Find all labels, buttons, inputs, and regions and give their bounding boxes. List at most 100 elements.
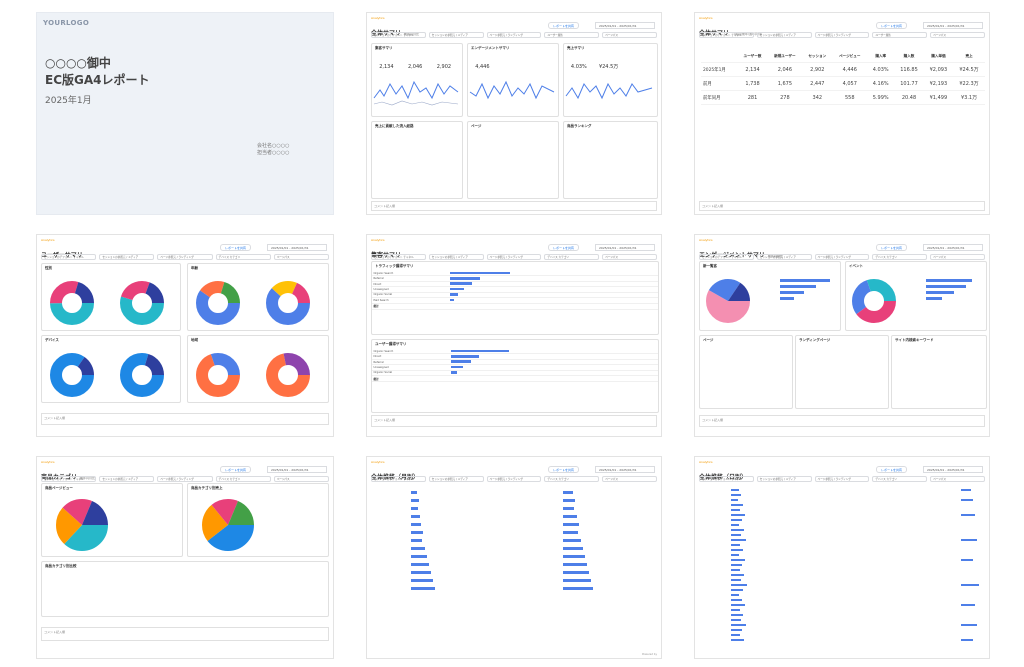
channel-name: Direct — [372, 281, 449, 288]
date-range-picker[interactable]: 2025/01/01 - 2025/01/31 — [267, 466, 327, 473]
region-donut-charts — [196, 353, 310, 397]
share-button[interactable]: レポートを共有 — [547, 22, 579, 29]
page-header: Analytics エンゲージメントサマリ 前年同月比 レポートを共有 2025/… — [699, 238, 985, 259]
filter-control[interactable]: セッションのデフォルト チャネル — [699, 476, 754, 482]
filter-control[interactable]: セッションのデフォルト チャネル — [699, 254, 754, 260]
share-button[interactable]: レポートを共有 — [547, 466, 579, 473]
filter-bar: セッションのデフォルト チャネル セッションの参照元 / メディア ページ参照元 /… — [699, 254, 985, 260]
cell: 2,902 — [802, 62, 833, 77]
bar-cell — [449, 349, 658, 355]
filter-control[interactable]: ページ参照元 / ランディング — [814, 32, 870, 38]
kpi-value: 4,446 — [475, 64, 490, 70]
filter-control[interactable]: ユーザー属性 — [872, 32, 928, 38]
filter-control[interactable]: ページ参照元 / ランディング — [157, 476, 213, 482]
filter-control[interactable]: セッションの参照元 / メディア — [99, 476, 155, 482]
filter-control[interactable]: ページパス — [273, 254, 330, 260]
filter-control[interactable]: セッションの参照元 / メディア — [428, 476, 484, 482]
comment-box[interactable]: コメント記入欄 — [41, 627, 329, 641]
filter-bar: セッションのデフォルト チャネル セッションの参照元 / メディア ページ参照元 /… — [371, 32, 657, 38]
filter-control[interactable]: デバイス カテゴリ — [215, 254, 271, 260]
total-label: 総計 — [372, 375, 450, 383]
comment-box[interactable]: コメント記入欄 — [371, 415, 657, 427]
kpi-row: 4.03% ¥24.5万 — [564, 53, 657, 72]
filter-control[interactable]: ページパス — [930, 254, 985, 260]
table-row: Paid Search — [372, 297, 658, 304]
filter-control[interactable]: セッションのデフォルト チャネル — [371, 32, 426, 38]
filter-control[interactable]: セッションの参照元 / メディア — [756, 254, 812, 260]
page-title: 商品カテゴリ — [41, 474, 78, 481]
filter-control[interactable]: ページパス — [930, 476, 985, 482]
share-button[interactable]: レポートを共有 — [219, 466, 251, 473]
filter-control[interactable]: ページ参照元 / ランディング — [814, 476, 870, 482]
value-bar — [449, 277, 480, 280]
comment-box[interactable]: コメント記入欄 — [371, 201, 657, 211]
filter-control[interactable]: ページパス — [602, 476, 657, 482]
table-total-row: 総計 — [372, 303, 658, 310]
channel-name: Unassigned — [372, 364, 450, 371]
filter-control[interactable]: セッションの参照元 / メディア — [756, 476, 812, 482]
date-range-picker[interactable]: 2025/01/01 - 2025/01/31 — [923, 466, 983, 473]
share-button[interactable]: レポートを共有 — [547, 244, 579, 251]
filter-control[interactable]: セッションの参照元 / メディア — [99, 254, 155, 260]
column-header: セッション — [802, 51, 833, 63]
filter-control[interactable]: ページ参照元 / ランディング — [814, 254, 870, 260]
value-bar — [451, 371, 458, 374]
comment-box[interactable]: コメント記入欄 — [699, 201, 985, 211]
card-title: ユーザー獲得サマリ — [375, 342, 407, 346]
filter-control[interactable]: デバイス カテゴリ — [544, 254, 600, 260]
column-header: ユーザー数 — [737, 51, 768, 63]
trend-line-chart — [469, 80, 555, 100]
comment-box[interactable]: コメント記入欄 — [699, 415, 985, 427]
column-header: 購入単価 — [923, 51, 954, 63]
filter-control[interactable]: セッションのデフォルト チャネル — [41, 476, 97, 482]
filter-control[interactable]: ページ参照元 / ランディング — [157, 254, 213, 260]
kpi-row: 2,134 2,046 2,902 — [372, 53, 462, 72]
share-button[interactable]: レポートを共有 — [875, 244, 907, 251]
column-header: 購入率 — [867, 51, 895, 63]
filter-control[interactable]: デバイス カテゴリ — [215, 476, 271, 482]
filter-control[interactable]: デバイス カテゴリ — [872, 476, 928, 482]
filter-control[interactable]: セッションのデフォルト チャネル — [699, 32, 754, 38]
region-card: 地域 — [187, 335, 329, 403]
traffic-table: Organic Search Referral Direct Unassigne… — [372, 271, 658, 310]
filter-control[interactable]: ページ参照元 / ランディング — [486, 476, 542, 482]
company-name: 会社名○○○○ — [257, 143, 290, 149]
daily-trend-table — [731, 489, 979, 641]
date-range-picker[interactable]: 2025/01/01 - 2025/01/31 — [595, 22, 655, 29]
share-button[interactable]: レポートを共有 — [219, 244, 251, 251]
page-title: 全体推移（日別） — [699, 474, 748, 481]
filter-control[interactable]: ページパス — [602, 32, 657, 38]
filter-control[interactable]: ページ参照元 / ランディング — [486, 254, 542, 260]
filter-control[interactable]: ページパス — [602, 254, 657, 260]
table-row: Unassigned — [372, 364, 658, 371]
filter-control[interactable]: ページパス — [930, 32, 985, 38]
filter-control[interactable]: セッションのデフォルト チャネル — [371, 254, 426, 260]
filter-control[interactable]: デバイス カテゴリ — [544, 476, 600, 482]
filter-control[interactable]: ページパス — [273, 476, 330, 482]
date-range-picker[interactable]: 2025/01/01 - 2025/01/31 — [923, 244, 983, 251]
filter-control[interactable]: ページ参照元 / ランディング — [486, 32, 542, 38]
kpi-row: 4,446 — [468, 53, 558, 72]
comment-box[interactable]: コメント記入欄 — [41, 413, 329, 425]
card-title: デバイス — [45, 338, 59, 342]
card-title: 性別 — [45, 266, 52, 270]
cover-date: 2025年1月 — [45, 96, 92, 106]
filter-control[interactable]: セッションのデフォルト チャネル — [41, 254, 97, 260]
date-range-picker[interactable]: 2025/01/01 - 2025/01/31 — [595, 244, 655, 251]
filter-control[interactable]: ユーザー属性 — [544, 32, 600, 38]
filter-control[interactable]: セッションの参照元 / メディア — [428, 254, 484, 260]
filter-control[interactable]: デバイス カテゴリ — [872, 254, 928, 260]
date-range-picker[interactable]: 2025/01/01 - 2025/01/31 — [267, 244, 327, 251]
row-label-header — [701, 51, 738, 63]
filter-control[interactable]: セッションの参照元 / メディア — [428, 32, 484, 38]
date-range-picker[interactable]: 2025/01/01 - 2025/01/31 — [595, 466, 655, 473]
filter-control[interactable]: セッションのデフォルト チャネル — [371, 476, 426, 482]
share-button[interactable]: レポートを共有 — [875, 22, 907, 29]
filter-control[interactable]: セッションの参照元 / メディア — [756, 32, 812, 38]
cell: ¥2,093 — [923, 62, 954, 77]
card-title: ランディングページ — [799, 338, 831, 342]
share-button[interactable]: レポートを共有 — [875, 466, 907, 473]
channel-revenue-card: 売上に貢献した流入経路 — [371, 121, 463, 199]
date-range-picker[interactable]: 2025/01/01 - 2025/01/31 — [923, 22, 983, 29]
cell: 4,057 — [832, 76, 868, 91]
